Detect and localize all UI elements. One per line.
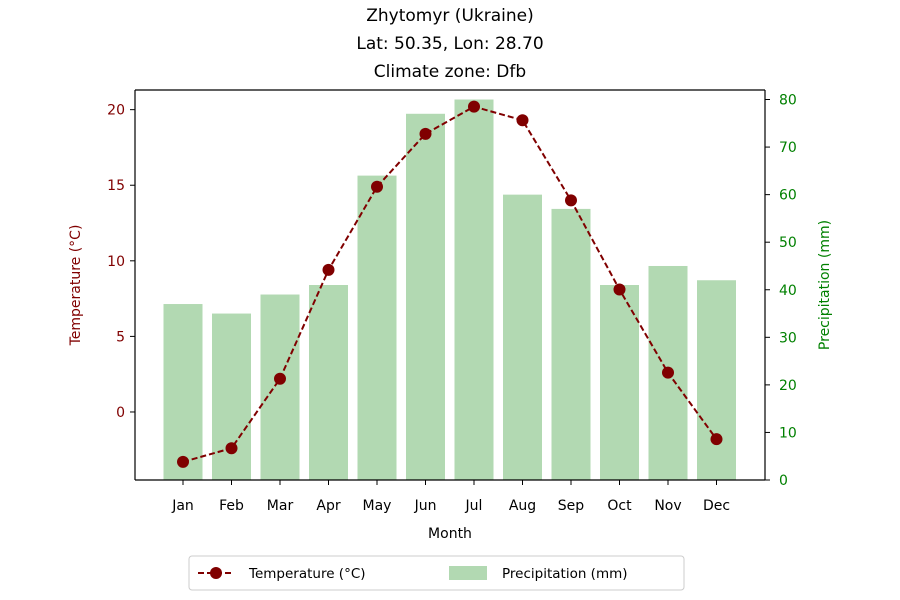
temperature-point-sep	[565, 194, 577, 207]
precipitation-bar-sep	[551, 208, 591, 480]
left-tick-label: 5	[116, 329, 125, 345]
temperature-point-jun	[419, 127, 432, 140]
legend-box	[188, 555, 685, 591]
precipitation-bar-dec	[697, 280, 736, 480]
precipitation-bars	[163, 99, 736, 481]
right-tick-label: 60	[779, 188, 797, 204]
precipitation-bar-may	[357, 175, 397, 481]
temperature-series	[177, 100, 723, 468]
x-tick-label-jul: Jul	[465, 498, 483, 514]
x-tick-label-oct: Oct	[607, 498, 632, 514]
x-tick-label-jun: Jun	[414, 498, 437, 514]
left-axis-ticks: 0 5 10 15 20	[107, 103, 135, 421]
chart-title-line-2: Lat: 50.35, Lon: 28.70	[356, 34, 543, 54]
precipitation-bar-feb	[212, 313, 251, 480]
right-tick-label: 10	[779, 425, 797, 441]
left-tick-label: 15	[107, 178, 125, 194]
right-tick-label: 0	[779, 473, 788, 489]
x-tick-label-jan: Jan	[171, 498, 194, 514]
x-tick-label-may: May	[363, 498, 392, 514]
temperature-point-mar	[274, 372, 286, 385]
temperature-point-jul	[468, 100, 480, 113]
right-tick-label: 50	[779, 235, 797, 251]
legend-precipitation-swatch-icon	[449, 566, 487, 580]
precipitation-bar-jan	[163, 304, 203, 480]
temperature-point-nov	[662, 366, 674, 379]
legend-temperature-label: Temperature (°C)	[248, 566, 366, 582]
right-tick-label: 20	[779, 378, 797, 394]
temperature-point-oct	[613, 283, 626, 296]
left-y-axis-label: Temperature (°C)	[68, 225, 84, 347]
x-tick-label-aug: Aug	[509, 498, 536, 514]
precipitation-bar-jun	[406, 113, 445, 480]
chart-title-line-3: Climate zone: Dfb	[374, 62, 526, 82]
legend-temperature-marker-icon	[210, 567, 222, 579]
right-tick-label: 80	[779, 93, 797, 109]
temperature-line	[182, 105, 718, 463]
x-tick-label-nov: Nov	[654, 498, 681, 514]
x-tick-label-dec: Dec	[703, 498, 730, 514]
left-tick-label: 0	[116, 405, 125, 421]
legend-precipitation-label: Precipitation (mm)	[502, 566, 628, 582]
precipitation-bar-apr	[309, 285, 348, 480]
x-tick-label-sep: Sep	[558, 498, 585, 514]
x-tick-label-feb: Feb	[219, 498, 244, 514]
x-tick-label-mar: Mar	[267, 498, 294, 514]
temperature-point-feb	[225, 442, 238, 455]
precipitation-bar-jul	[454, 99, 494, 480]
x-axis-ticks: Jan Feb Mar Apr May Jun Jul Aug Sep Oct Nov Dec	[171, 480, 730, 514]
right-tick-label: 70	[779, 140, 797, 156]
temperature-point-aug	[516, 114, 529, 127]
right-tick-label: 30	[779, 330, 797, 346]
legend: Temperature (°C) Precipitation (mm)	[188, 555, 685, 591]
precipitation-bar-mar	[260, 294, 300, 480]
axes	[134, 89, 766, 481]
precipitation-bar-aug	[503, 194, 542, 480]
temperature-point-may	[371, 180, 383, 193]
temperature-point-dec	[710, 433, 723, 446]
right-y-axis-label: Precipitation (mm)	[817, 220, 833, 350]
right-tick-label: 40	[779, 283, 797, 299]
x-axis-label: Month	[428, 526, 472, 542]
chart-title-line-1: Zhytomyr (Ukraine)	[366, 6, 533, 26]
precipitation-bar-oct	[600, 285, 639, 480]
right-axis-ticks: 0 10 20 30 40 50 60 70 80	[765, 93, 797, 489]
temperature-point-jan	[177, 455, 189, 468]
left-tick-label: 20	[107, 103, 125, 119]
x-tick-label-apr: Apr	[316, 498, 340, 514]
chart-title: Zhytomyr (Ukraine) Lat: 50.35, Lon: 28.7…	[356, 6, 543, 82]
left-tick-label: 10	[107, 254, 125, 270]
temperature-point-apr	[322, 263, 335, 276]
